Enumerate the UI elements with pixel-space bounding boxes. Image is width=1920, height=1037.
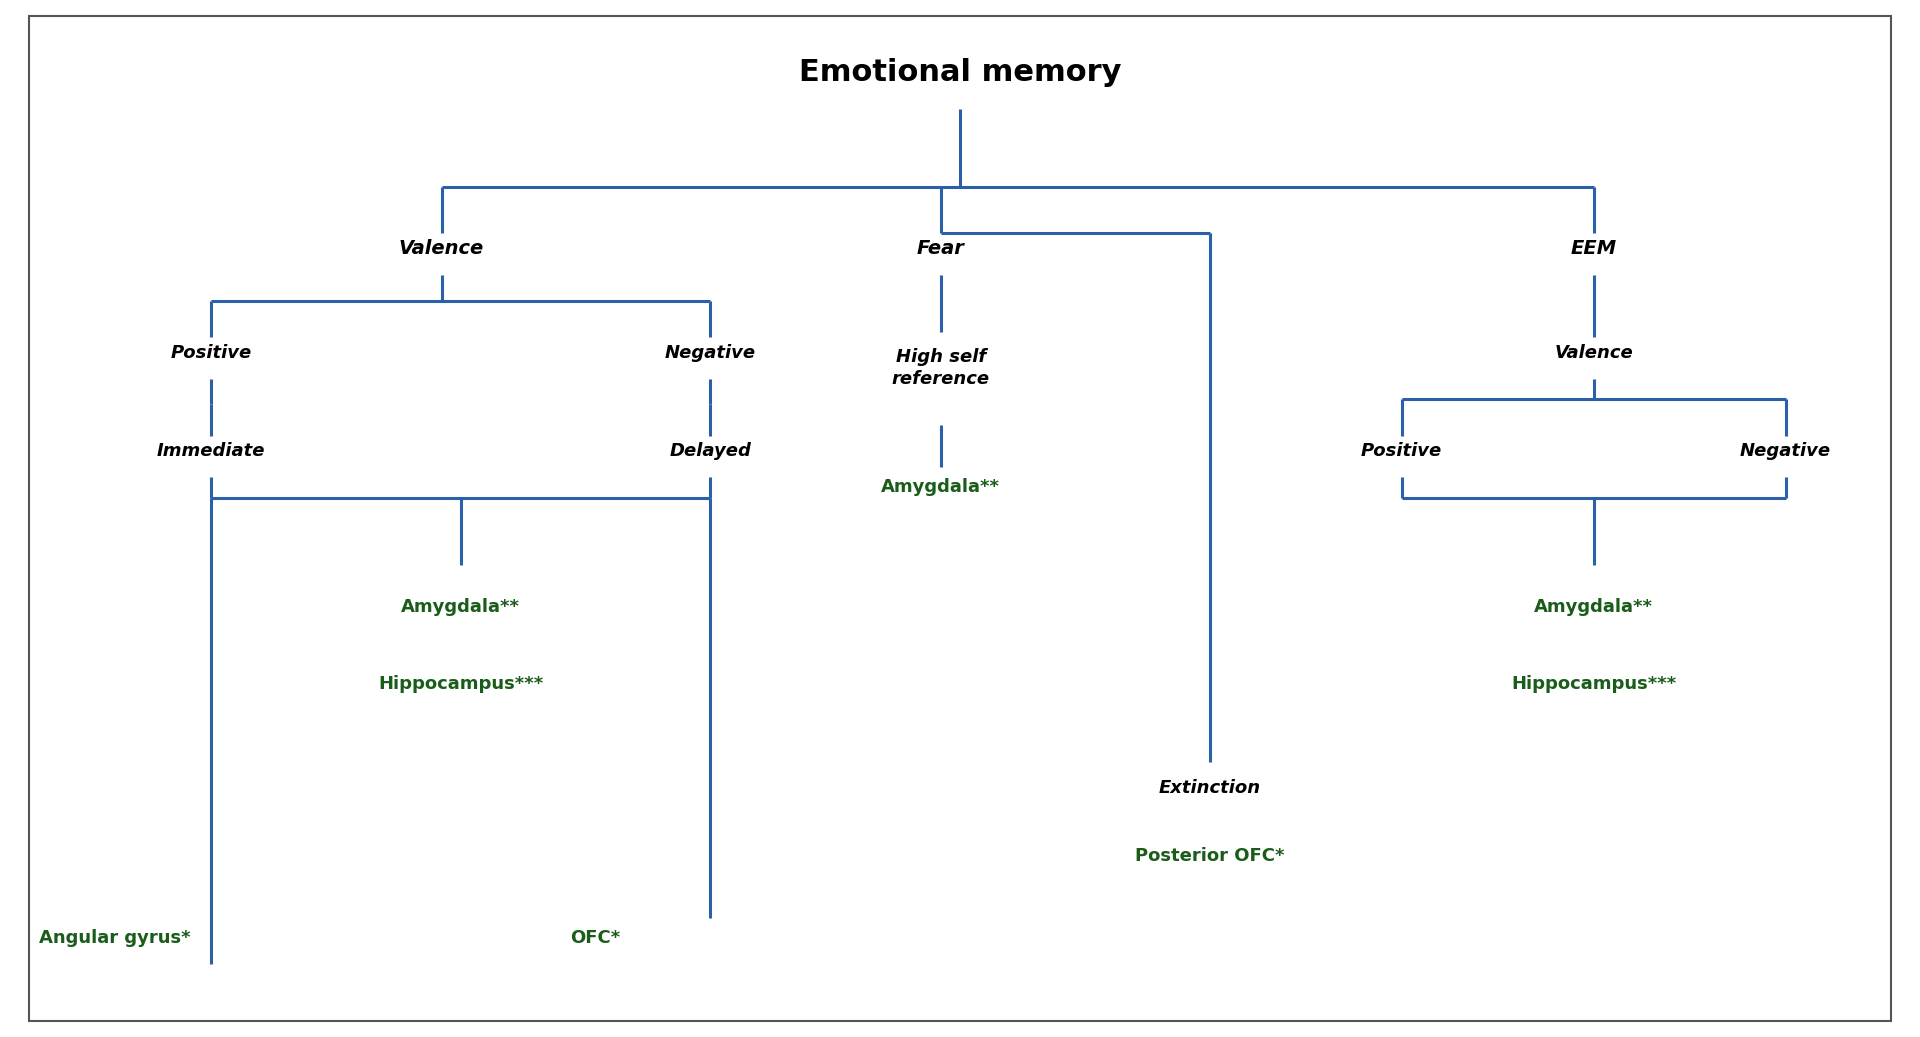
Text: Hippocampus***: Hippocampus*** — [1511, 675, 1676, 694]
Text: Posterior OFC*: Posterior OFC* — [1135, 846, 1284, 865]
Text: Fear: Fear — [918, 240, 964, 258]
Text: Angular gyrus*: Angular gyrus* — [40, 929, 190, 948]
Text: Amygdala**: Amygdala** — [1534, 597, 1653, 616]
Text: Delayed: Delayed — [670, 442, 751, 460]
Text: High self
reference: High self reference — [891, 348, 991, 388]
Text: Positive: Positive — [1361, 442, 1442, 460]
Text: EEM: EEM — [1571, 240, 1617, 258]
Text: OFC*: OFC* — [570, 929, 620, 948]
Text: Emotional memory: Emotional memory — [799, 58, 1121, 87]
Text: Negative: Negative — [664, 343, 756, 362]
Text: Amygdala**: Amygdala** — [881, 478, 1000, 497]
Text: Valence: Valence — [1553, 343, 1634, 362]
Text: Negative: Negative — [1740, 442, 1832, 460]
Text: Immediate: Immediate — [157, 442, 265, 460]
Text: Amygdala**: Amygdala** — [401, 597, 520, 616]
Text: Positive: Positive — [171, 343, 252, 362]
Text: Extinction: Extinction — [1158, 779, 1261, 797]
Text: Valence: Valence — [399, 240, 484, 258]
Text: Hippocampus***: Hippocampus*** — [378, 675, 543, 694]
